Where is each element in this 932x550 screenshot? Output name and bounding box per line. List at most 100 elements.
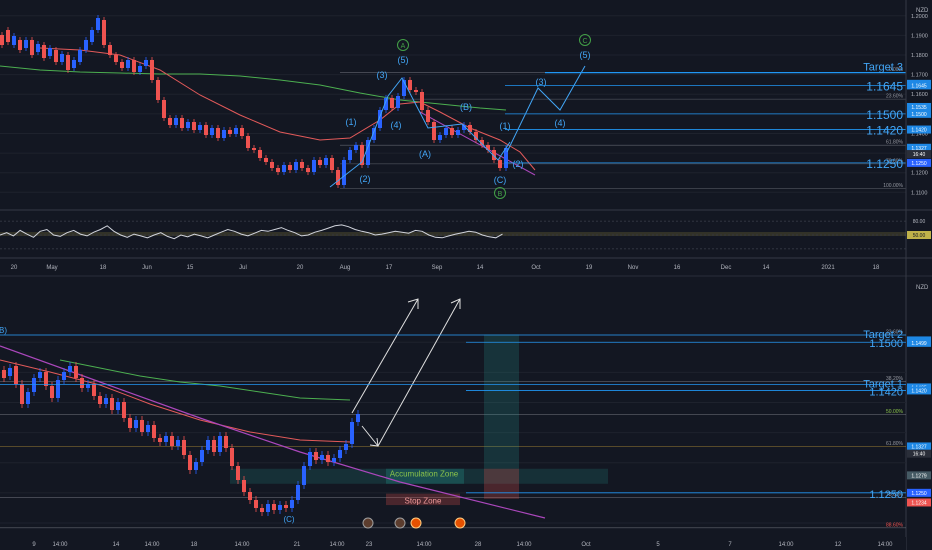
x-tick-label: Oct: [581, 542, 591, 548]
event-flag-icon[interactable]: [410, 517, 422, 529]
rsi-tick-label: 50.00: [913, 233, 926, 239]
x-tick-label: 20: [11, 265, 18, 271]
event-flag-icon[interactable]: [454, 517, 466, 529]
wave-label: B): [0, 326, 7, 335]
fib-label: 23.60%: [886, 330, 904, 336]
daily-candle: [102, 20, 106, 45]
hourly-candle: [326, 455, 330, 462]
price-badge-label: 1.1279: [911, 473, 927, 479]
x-tick-label: 18: [191, 542, 198, 548]
hourly-candle: [338, 450, 342, 458]
daily-candle: [78, 50, 82, 62]
wave-label: (4): [391, 120, 402, 130]
daily-candle: [372, 128, 376, 140]
daily-wave-labels: A (5) (3) (1) (4) (2) (B) (A) (1) (C) (2) B C (5) (3) (…: [346, 34, 591, 199]
price-badge: [907, 81, 931, 90]
price-badge: [907, 150, 931, 159]
hourly-candle: [236, 466, 240, 480]
hourly-candle: [284, 505, 288, 508]
daily-candle: [402, 80, 406, 96]
hourly-candle: [350, 422, 354, 444]
daily-candle: [492, 150, 496, 160]
y-tick-label: 1.1700: [911, 73, 928, 79]
hourly-candle: [218, 436, 222, 452]
x-tick-label: 16: [674, 265, 681, 271]
x-tick-label: 5: [656, 542, 660, 548]
magenta-trend-line: [419, 111, 536, 176]
hourly-candle: [140, 420, 144, 432]
price-badge-label: 1.1645: [911, 83, 927, 89]
hourly-candle: [248, 492, 252, 500]
daily-candle: [378, 110, 382, 128]
daily-candle: [360, 145, 364, 165]
daily-candle: [90, 30, 94, 42]
price-badge: [907, 109, 931, 118]
hourly-candle: [212, 440, 216, 452]
hourly-candle: [272, 504, 276, 510]
daily-candle: [174, 118, 178, 125]
hourly-candle: [32, 378, 36, 392]
wave-label: (5): [580, 50, 591, 60]
daily-candle: [330, 158, 334, 170]
hourly-candle: [20, 384, 24, 404]
x-tick-label: 14: [113, 542, 120, 548]
accumulation-zone: [230, 468, 608, 484]
daily-candle: [396, 96, 400, 108]
hourly-candle: [122, 402, 126, 418]
daily-candle: [276, 168, 280, 172]
hourly-candle: [290, 500, 294, 508]
hourly-candle: [356, 414, 360, 422]
price-badge-label: 1.1234: [911, 500, 927, 506]
daily-candle: [468, 125, 472, 132]
daily-candle: [432, 122, 436, 140]
x-tick-label: 14:00: [234, 542, 250, 548]
arrowhead-3-icon: [450, 298, 461, 309]
hourly-wave-labels: B) (C): [0, 326, 295, 524]
daily-candle: [234, 128, 238, 134]
daily-candle: [18, 40, 22, 50]
price-badge-label: 16:40: [913, 152, 926, 158]
daily-time-axis[interactable]: 20 May 18 Jun 15 Jul 20 Aug 17 Sep 14 Oct 19 Nov 16 Dec…: [11, 265, 880, 271]
y-tick-label: 1.1200: [911, 171, 928, 177]
daily-candle: [0, 35, 4, 45]
wave-label: (C): [283, 515, 294, 524]
hourly-candle: [308, 452, 312, 466]
daily-candle: [324, 158, 328, 165]
daily-candle: [288, 165, 292, 170]
wave-circle-icon: [494, 187, 506, 199]
x-tick-label: Jul: [239, 265, 247, 271]
daily-candle: [294, 162, 298, 170]
event-flag-icon[interactable]: [394, 517, 406, 529]
projection-path: [506, 65, 586, 153]
price-badge: [907, 471, 931, 480]
hourly-panel[interactable]: 23.60% 38.20% 50.00% 61.80% 78.60% 88.60% Acc…: [0, 285, 931, 529]
daily-fib-levels: 0.00% 23.60% 61.80% 78.60% 100.00%: [340, 67, 906, 189]
hourly-time-axis[interactable]: 9 14:00 14 14:00 18 14:00 21 14:00 23 14:00 28 14:0…: [0, 537, 906, 550]
hourly-candle: [302, 466, 306, 485]
hourly-candle: [152, 425, 156, 438]
price-badge: [907, 125, 931, 134]
x-tick-label: 14:00: [778, 542, 794, 548]
daily-candle: [270, 162, 274, 168]
rsi-axis[interactable]: 80.00 50.00: [907, 219, 931, 239]
daily-candle: [96, 18, 100, 30]
hourly-candle: [266, 504, 270, 512]
daily-candle: [498, 160, 502, 168]
event-flag-icon[interactable]: [362, 517, 374, 529]
target-label: Target 2: [863, 329, 903, 341]
hourly-price-axis[interactable]: NZD1.15031.15001.14991.14251.14201.13271…: [907, 285, 931, 507]
hourly-candle: [116, 402, 120, 410]
x-tick-label: May: [46, 265, 57, 271]
event-icons[interactable]: [362, 517, 466, 529]
daily-candle: [228, 130, 232, 134]
daily-candle: [348, 150, 352, 160]
hourly-candle: [26, 392, 30, 404]
y-tick-label: 1.1800: [911, 53, 928, 59]
rsi-panel[interactable]: 80.00 50.00: [0, 219, 931, 250]
target-label: 1.1250: [869, 489, 903, 501]
daily-candle: [504, 148, 508, 168]
price-badge-label: 1.1420: [911, 128, 927, 134]
